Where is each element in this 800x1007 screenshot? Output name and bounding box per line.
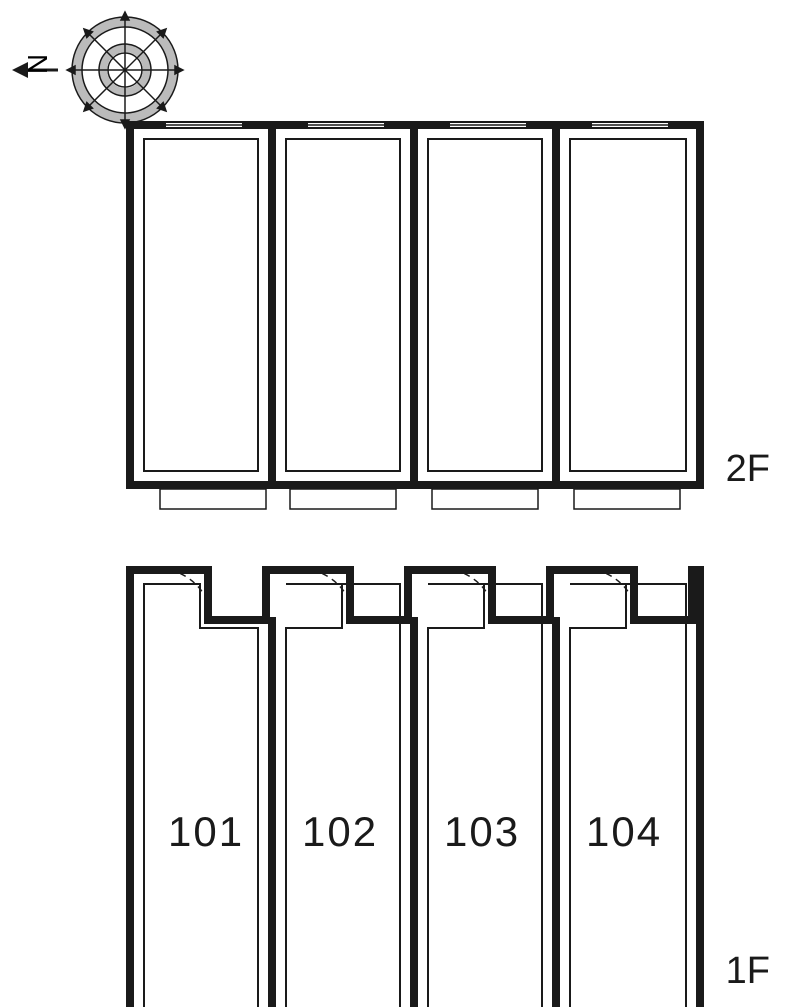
floorplan [0,0,800,1007]
floor-2-label: 2F [726,448,770,491]
unit-104-label: 104 [586,808,662,856]
floor-1-label: 1F [726,950,770,993]
unit-102-label: 102 [302,808,378,856]
unit-103-label: 103 [444,808,520,856]
unit-101-label: 101 [168,808,244,856]
